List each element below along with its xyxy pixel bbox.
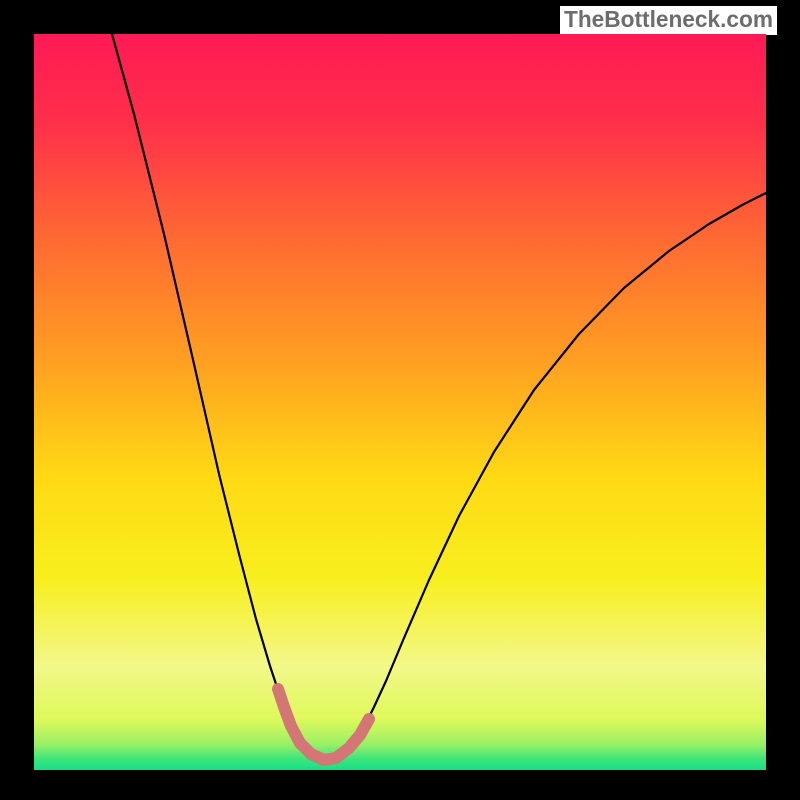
bottleneck-curve — [112, 34, 766, 757]
valley-marker — [278, 689, 369, 760]
curve-layer — [0, 0, 800, 800]
